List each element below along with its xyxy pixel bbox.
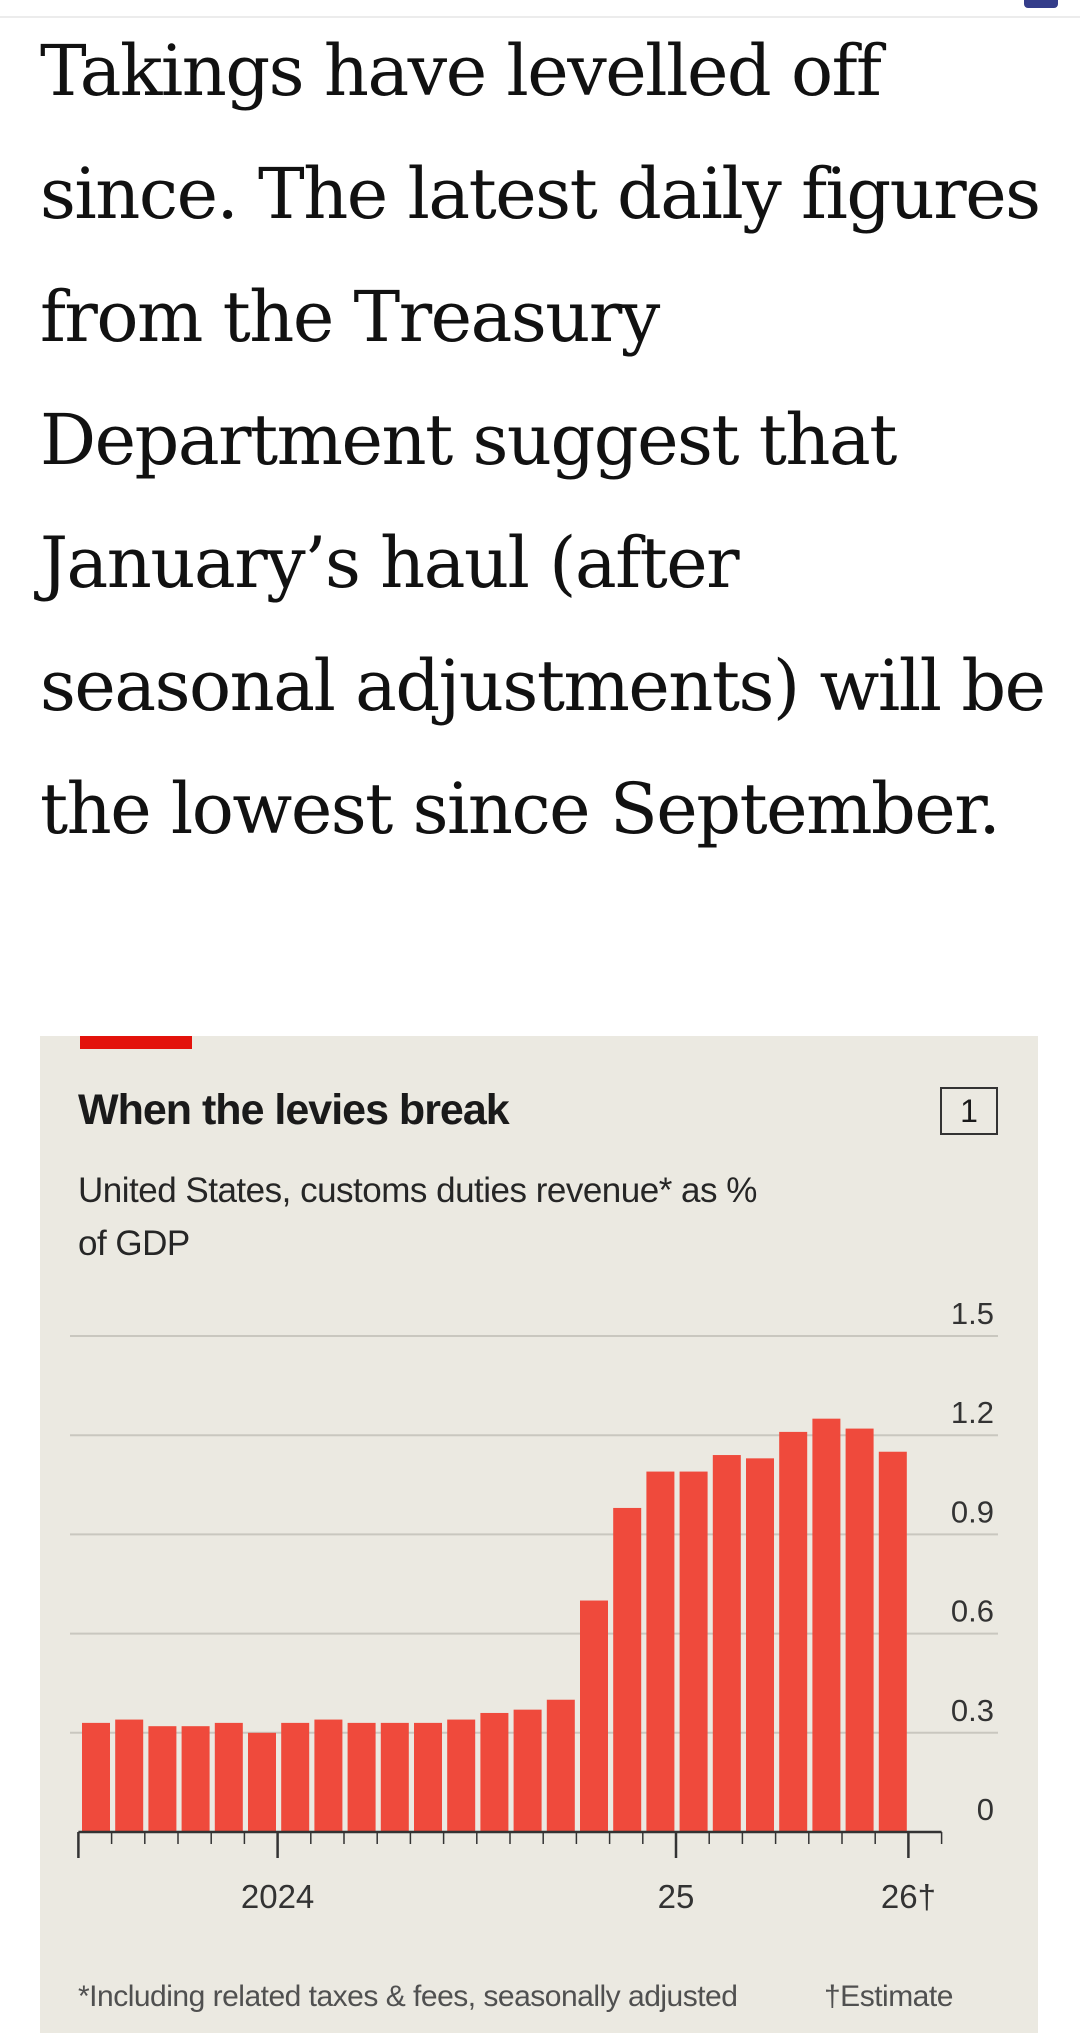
y-tick-label: 0.9 (951, 1494, 994, 1529)
y-tick-label: 1.2 (951, 1395, 994, 1430)
bar (546, 1699, 575, 1832)
y-tick-label: 0.6 (951, 1594, 994, 1629)
x-tick-label: 2024 (241, 1878, 314, 1915)
bar (580, 1600, 608, 1832)
bar (646, 1471, 675, 1832)
y-tick-label: 1.5 (951, 1296, 994, 1331)
bar (181, 1726, 210, 1832)
bar (248, 1732, 276, 1832)
bar-chart: 0 0.3 0.6 0.9 1.2 1.5 2024 25 26† (70, 1296, 998, 1915)
x-tick-label: 25 (658, 1878, 695, 1915)
bar (148, 1726, 177, 1832)
bar (214, 1722, 243, 1832)
chart-subtitle: United States, customs duties revenue* a… (78, 1171, 757, 1263)
bar (845, 1428, 874, 1832)
bar (513, 1709, 542, 1832)
top-divider (0, 16, 1080, 18)
bar (679, 1471, 708, 1832)
chart-footnote-estimate: †Estimate (824, 1980, 953, 2013)
y-tick-label: 0 (977, 1792, 994, 1827)
bar (878, 1451, 907, 1832)
bar (82, 1722, 110, 1832)
chart-footnote: *Including related taxes & fees, seasona… (78, 1980, 738, 2013)
chart-title: When the levies break (78, 1086, 510, 1134)
bar (712, 1455, 741, 1832)
bar (347, 1722, 376, 1832)
chart-panel: When the levies break 1 United States, c… (40, 1036, 1038, 2033)
x-tick-label: 26† (881, 1878, 936, 1915)
header-fragment (1024, 0, 1058, 8)
bar (480, 1712, 509, 1832)
bar (314, 1719, 343, 1832)
bar (447, 1719, 476, 1832)
article-paragraph: Takings have levelled off since. The lat… (40, 30, 1046, 850)
bar (613, 1507, 642, 1832)
bar (380, 1722, 409, 1832)
bar (746, 1458, 774, 1832)
y-tick-label: 0.3 (951, 1693, 994, 1728)
bar (779, 1431, 808, 1832)
bar (812, 1418, 841, 1832)
bar (281, 1722, 310, 1832)
chart-red-tab (80, 1036, 192, 1049)
chart-number-badge: 1 (940, 1087, 998, 1135)
bar (414, 1722, 442, 1832)
bar (115, 1719, 144, 1832)
